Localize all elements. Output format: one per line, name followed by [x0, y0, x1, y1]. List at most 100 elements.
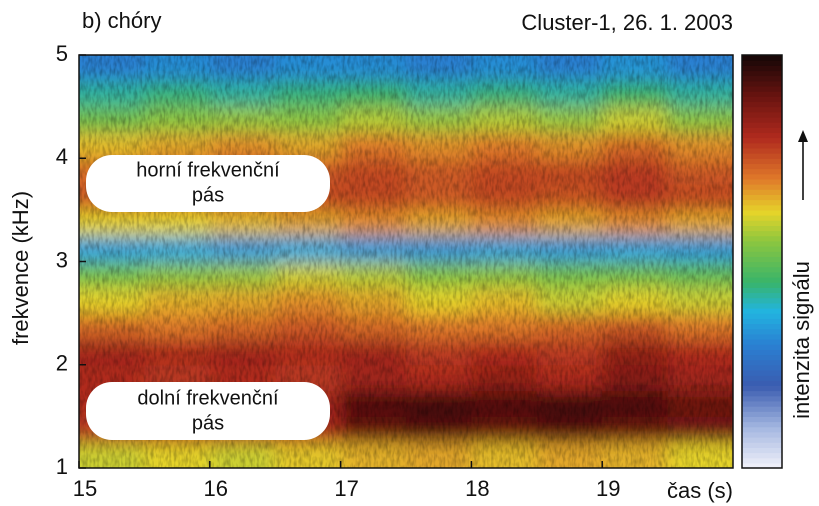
- colorbar-segment: [742, 96, 782, 103]
- colorbar-segment: [742, 230, 782, 237]
- colorbar-segment: [742, 111, 782, 118]
- colorbar-segment: [742, 55, 782, 61]
- annotation: horní frekvenční: [136, 159, 280, 181]
- chart-subtitle: Cluster-1, 26. 1. 2003: [521, 10, 733, 35]
- colorbar-segment: [742, 173, 782, 180]
- colorbar-segment: [742, 106, 782, 113]
- x-tick-label: 17: [334, 476, 358, 501]
- colorbar-segment: [742, 153, 782, 159]
- colorbar-segment: [742, 204, 782, 211]
- y-tick-label: 5: [56, 41, 68, 66]
- colorbar-segment: [742, 437, 782, 443]
- colorbar-segment: [742, 462, 782, 469]
- colorbar-segment: [742, 416, 782, 423]
- colorbar-segment: [742, 168, 782, 175]
- colorbar-segment: [742, 65, 782, 72]
- y-tick-label: 2: [56, 351, 68, 376]
- colorbar-segment: [742, 406, 782, 412]
- annotation: pás: [192, 412, 224, 434]
- colorbar-segment: [742, 395, 782, 402]
- colorbar-segment: [742, 158, 782, 165]
- colorbar-segment: [742, 189, 782, 195]
- colorbar-segment: [742, 215, 782, 221]
- y-axis-label: frekvence (kHz): [8, 191, 33, 345]
- colorbar-segment: [742, 333, 782, 340]
- colorbar-segment: [742, 70, 782, 77]
- colorbar-segment: [742, 271, 782, 278]
- annotation: dolní frekvenční: [137, 387, 279, 409]
- colorbar-segment: [742, 184, 782, 190]
- x-axis-label: čas (s): [667, 478, 733, 503]
- colorbar-segment: [742, 421, 782, 428]
- colorbar-segment: [742, 302, 782, 309]
- x-tick-label: 19: [596, 476, 620, 501]
- x-tick-label: 15: [73, 476, 97, 501]
- colorbar-segment: [742, 287, 782, 294]
- colorbar-segment: [742, 235, 782, 242]
- chart-title: b) chóry: [82, 8, 161, 33]
- colorbar-segment: [742, 375, 782, 381]
- colorbar-segment: [742, 246, 782, 252]
- colorbar-segment: [742, 85, 782, 92]
- colorbar-segment: [742, 442, 782, 448]
- colorbar-segment: [742, 380, 782, 386]
- colorbar-segment: [742, 122, 782, 128]
- colorbar-segment: [742, 194, 782, 201]
- colorbar-label: intenzita signálu: [789, 261, 814, 419]
- colorbar-segment: [742, 328, 782, 335]
- colorbar-segment: [742, 369, 782, 376]
- colorbar-arrowhead: [798, 130, 808, 142]
- colorbar-segment: [742, 199, 782, 206]
- colorbar-segment: [742, 220, 782, 226]
- x-tick-label: 16: [204, 476, 228, 501]
- colorbar-segment: [742, 163, 782, 170]
- colorbar-segment: [742, 359, 782, 366]
- colorbar-segment: [742, 276, 782, 283]
- colorbar-segment: [742, 338, 782, 345]
- colorbar-segment: [742, 390, 782, 397]
- colorbar-segment: [742, 426, 782, 433]
- colorbar-segment: [742, 80, 782, 87]
- colorbar-segment: [742, 147, 782, 154]
- colorbar-segment: [742, 452, 782, 459]
- colorbar-segment: [742, 344, 782, 350]
- colorbar-segment: [742, 225, 782, 232]
- colorbar-segment: [742, 323, 782, 330]
- colorbar-segment: [742, 116, 782, 123]
- annotation-box: [86, 382, 330, 440]
- colorbar-segment: [742, 318, 782, 325]
- colorbar-segment: [742, 261, 782, 268]
- colorbar-segment: [742, 209, 782, 216]
- colorbar-segment: [742, 385, 782, 392]
- colorbar-segment: [742, 127, 782, 134]
- colorbar-segment: [742, 91, 782, 97]
- colorbar-segment: [742, 282, 782, 288]
- colorbar-segment: [742, 307, 782, 314]
- colorbar-segment: [742, 457, 782, 464]
- colorbar-segment: [742, 240, 782, 247]
- colorbar-segment: [742, 431, 782, 438]
- colorbar-segment: [742, 101, 782, 108]
- colorbar-segment: [742, 137, 782, 144]
- colorbar-segment: [742, 411, 782, 417]
- y-tick-label: 3: [56, 247, 68, 272]
- colorbar-segment: [742, 349, 782, 356]
- colorbar-segment: [742, 354, 782, 361]
- colorbar-segment: [742, 400, 782, 407]
- colorbar-segment: [742, 447, 782, 454]
- y-tick-label: 4: [56, 144, 68, 169]
- x-tick-label: 18: [465, 476, 489, 501]
- colorbar-segment: [742, 142, 782, 149]
- colorbar-segment: [742, 251, 782, 257]
- colorbar-segment: [742, 313, 782, 319]
- colorbar-frame: [741, 54, 783, 469]
- colorbar-segment: [742, 75, 782, 82]
- colorbar-segment: [742, 266, 782, 273]
- colorbar: [742, 55, 782, 469]
- colorbar-segment: [742, 132, 782, 139]
- annotation-box: [86, 155, 330, 212]
- colorbar-segment: [742, 364, 782, 371]
- colorbar-segment: [742, 292, 782, 299]
